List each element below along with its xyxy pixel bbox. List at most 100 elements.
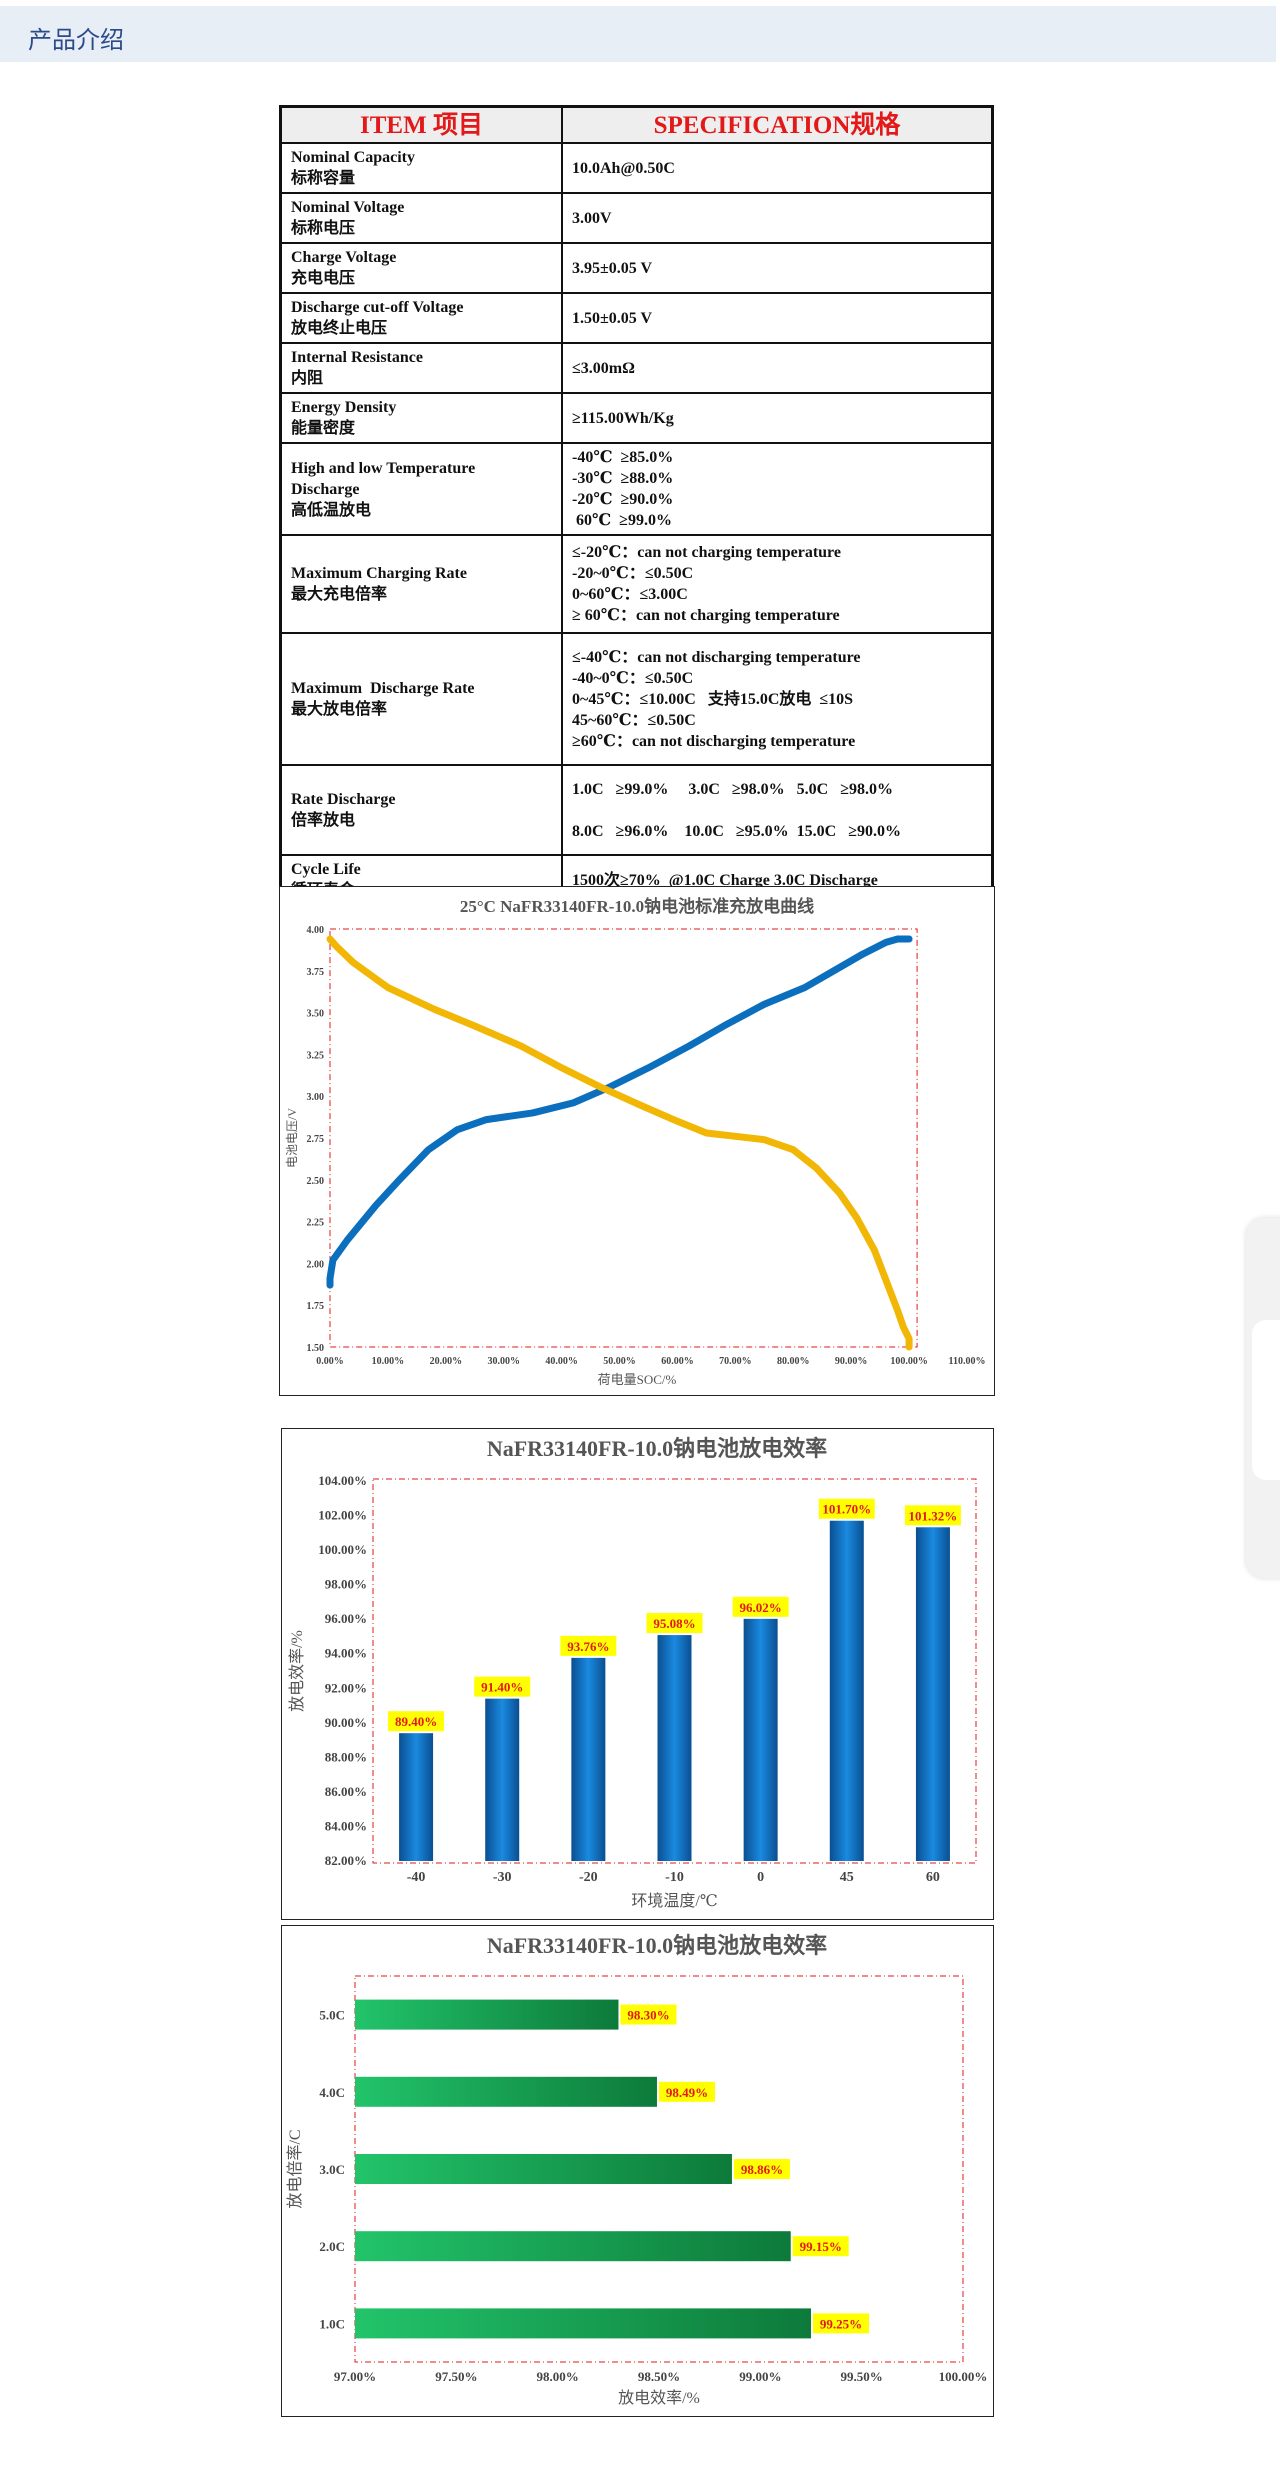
y-tick-label: 104.00% [318, 1473, 367, 1488]
plot-border [329, 928, 918, 1348]
item-cn: 标称电压 [291, 220, 356, 237]
x-tick-label: 100.00% [939, 2369, 988, 2384]
x-tick-label: 70.00% [719, 1356, 752, 1367]
bar [657, 1635, 692, 1861]
y-tick-label: 84.00% [325, 1818, 367, 1833]
item-en: Maximum Charging Rate [291, 565, 467, 582]
charge-curve [326, 935, 913, 1289]
item-cn: 内阻 [291, 370, 324, 387]
bar [571, 1657, 606, 1861]
spec-row: Nominal Voltage 标称电压 3.00V [279, 192, 994, 244]
temperature-efficiency-chart: NaFR33140FR-10.0钠电池放电效率 82.00% 84.00% 86.00… [288, 1436, 977, 1910]
data-label-bg [792, 2236, 849, 2257]
data-label: 99.15% [800, 2239, 842, 2254]
spec-value: ≥115.00Wh/Kg [572, 409, 674, 427]
y-tick-label: 3.75 [307, 967, 325, 978]
spec-header-item: ITEM 项目 [279, 105, 563, 144]
x-tick-label: 45 [840, 1870, 854, 1885]
item-en: Energy Density [291, 399, 397, 416]
item-en: Maximum Discharge Rate [291, 680, 475, 697]
y-tick-label: 1.75 [307, 1301, 325, 1312]
section-header: 产品介绍 [0, 6, 1276, 62]
data-label-bg [904, 1505, 961, 1526]
y-tick-label: 1.0C [319, 2316, 345, 2331]
chart-title: 25°C NaFR33140FR-10.0钠电池标准充放电曲线 [460, 896, 814, 916]
item-en: Nominal Voltage [291, 199, 405, 216]
spec-table: ITEM 项目 SPECIFICATION规格 Nominal Capacity… [279, 105, 994, 907]
bar [355, 1999, 619, 2030]
y-tick-label: 98.00% [325, 1577, 367, 1592]
x-tick-label: 97.50% [435, 2369, 477, 2384]
data-label: 96.02% [740, 1600, 782, 1615]
bar [355, 2076, 657, 2107]
y-axis-label: 放电效率/% [288, 1630, 306, 1712]
x-tick-label: 98.00% [537, 2369, 579, 2384]
bar [743, 1618, 778, 1861]
y-tick-label: 4.0C [319, 2085, 345, 2100]
item-cn: 高低温放电 [291, 501, 372, 519]
chart-title: NaFR33140FR-10.0钠电池放电效率 [487, 1933, 827, 1958]
item-cn: 充电电压 [291, 270, 356, 287]
x-tick-label: 99.00% [739, 2369, 781, 2384]
y-tick-label: 100.00% [318, 1542, 367, 1557]
spec-row: Internal Resistance 内阻 ≤3.00mΩ [279, 342, 994, 394]
x-tick-label: 98.50% [638, 2369, 680, 2384]
plot-border [372, 1478, 977, 1864]
bar [485, 1698, 520, 1861]
x-tick-label: 50.00% [603, 1356, 636, 1367]
x-axis-label: 环境温度/℃ [631, 1891, 717, 1910]
x-tick-label: 0.00% [316, 1356, 344, 1367]
x-tick-label: 97.00% [334, 2369, 376, 2384]
item-cn: 能量密度 [291, 420, 356, 437]
discharge-curve [326, 935, 913, 1351]
spec-value: ≤3.00mΩ [572, 359, 635, 377]
y-tick-label: 3.0C [319, 2162, 345, 2177]
spec-row: Maximum Charging Rate 最大充电倍率 ≤-20℃：can no… [279, 534, 994, 634]
spec-value: ≤-20℃：can not charging temperature -20~0… [572, 544, 841, 624]
x-tick-label: -20 [579, 1870, 598, 1885]
chart-title: NaFR33140FR-10.0钠电池放电效率 [487, 1436, 827, 1461]
x-tick-label: -30 [493, 1870, 512, 1885]
y-axis-label: 放电倍率/C [286, 2129, 304, 2208]
y-tick-label: 94.00% [325, 1646, 367, 1661]
data-label: 98.86% [741, 2162, 783, 2177]
y-tick-label: 2.25 [307, 1218, 325, 1229]
bar [355, 2231, 791, 2262]
y-tick-label: 2.50 [307, 1176, 325, 1187]
item-en: High and low Temperature Discharge [291, 459, 476, 498]
spec-row: Nominal Capacity 标称容量 10.0Ah@0.50C [279, 142, 994, 194]
item-en: Charge Voltage [291, 249, 397, 266]
x-tick-label: 10.00% [372, 1356, 405, 1367]
x-tick-label: 0 [757, 1870, 764, 1885]
y-tick-label: 88.00% [325, 1749, 367, 1764]
rate-efficiency-chart: NaFR33140FR-10.0钠电池放电效率 97.00% 97.50% 98.00… [286, 1933, 988, 2407]
x-tick-label: 40.00% [545, 1356, 578, 1367]
spec-row: Rate Discharge 倍率放电 1.0C ≥99.0% 3.0C ≥98.… [279, 764, 994, 856]
chart-frame-rate: NaFR33140FR-10.0钠电池放电效率 97.00% 97.50% 98.00… [281, 1925, 994, 2417]
spec-header-row: ITEM 项目 SPECIFICATION规格 [279, 105, 994, 144]
spec-row: Maximum Discharge Rate 最大放电倍率 ≤-40℃：can n… [279, 632, 994, 766]
item-cn: 倍率放电 [291, 812, 356, 829]
x-tick-label: 110.00% [949, 1356, 986, 1367]
item-cn: 最大放电倍率 [291, 701, 388, 718]
spec-value: 1.50±0.05 V [572, 309, 653, 327]
x-axis-label: 荷电量SOC/% [598, 1372, 677, 1387]
y-tick-label: 82.00% [325, 1853, 367, 1868]
data-label-bg [474, 1676, 531, 1697]
item-en: Cycle Life [291, 861, 361, 878]
data-label: 98.30% [627, 2008, 669, 2023]
y-tick-label: 102.00% [318, 1508, 367, 1523]
bar [355, 2308, 811, 2339]
floating-side-tab-panel[interactable] [1252, 1320, 1280, 1480]
y-tick-label: 4.00 [307, 925, 325, 936]
data-label: 101.32% [909, 1508, 958, 1523]
y-tick-label: 2.00 [307, 1259, 325, 1270]
item-en: Rate Discharge [291, 791, 396, 808]
data-label-bg [733, 2159, 790, 2179]
x-tick-label: 20.00% [430, 1356, 463, 1367]
y-tick-label: 2.75 [307, 1134, 325, 1145]
x-axis-label: 放电效率/% [618, 2389, 700, 2407]
data-label-bg [646, 1613, 703, 1634]
x-tick-label: 100.00% [890, 1356, 928, 1367]
x-tick-label: -10 [665, 1870, 684, 1885]
